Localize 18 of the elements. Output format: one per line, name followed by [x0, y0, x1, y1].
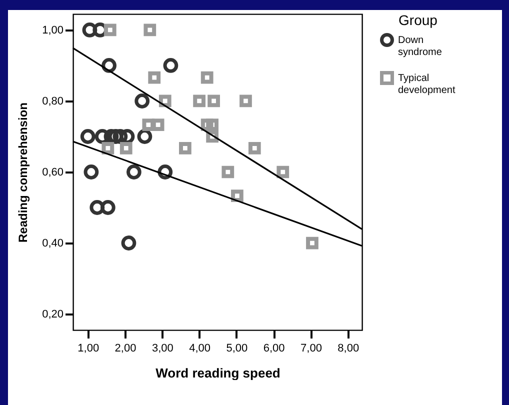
y-tick-label: 0,40 — [42, 238, 64, 250]
x-tick-label: 4,00 — [189, 342, 211, 354]
x-tick-label: 5,00 — [226, 342, 248, 354]
x-tick-label: 8,00 — [338, 342, 360, 354]
y-tick-label: 0,20 — [42, 308, 64, 321]
legend-title: Group — [398, 12, 438, 28]
x-tick-label: 1,00 — [78, 342, 100, 354]
legend-label: Typical development — [398, 73, 456, 96]
x-tick-label: 3,00 — [152, 342, 174, 354]
y-tick-label: 0,80 — [42, 95, 64, 108]
legend-label: Down syndrome — [398, 35, 442, 58]
x-tick-label: 6,00 — [263, 342, 285, 354]
x-tick-label: 7,00 — [300, 342, 322, 354]
y-tick-label: 1,00 — [42, 24, 64, 36]
x-tick-label: 2,00 — [114, 342, 136, 354]
x-axis-title: Word reading speed — [156, 366, 280, 380]
y-tick-label: 0,60 — [42, 166, 64, 178]
y-axis-title: Reading comprehension — [16, 102, 30, 243]
